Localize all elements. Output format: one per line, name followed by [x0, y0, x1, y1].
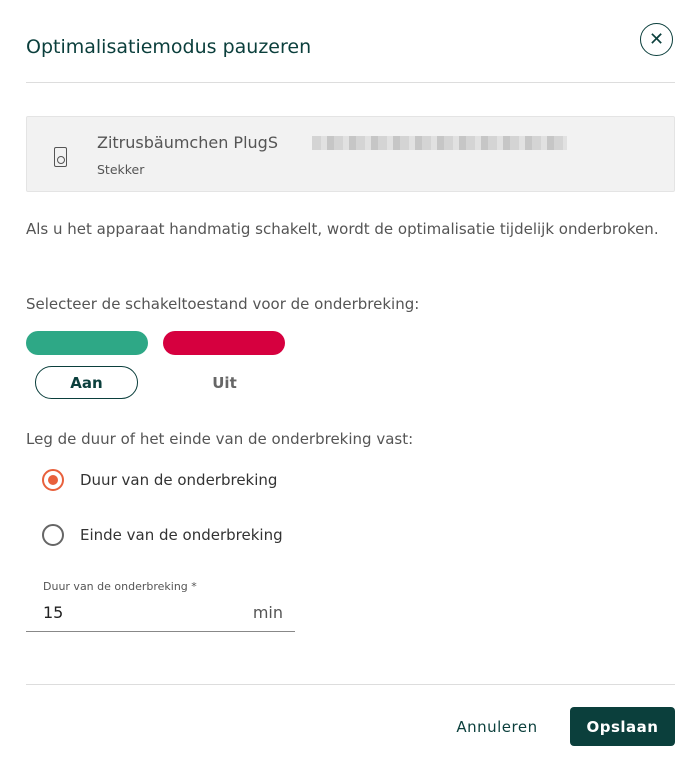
radio-end-label[interactable]: Einde van de onderbreking	[80, 526, 283, 544]
device-card: Zitrusbäumchen PlugS Stekker	[26, 116, 675, 192]
cancel-button[interactable]: Annuleren	[456, 717, 538, 736]
divider	[26, 82, 675, 83]
duration-prompt: Leg de duur of het einde van de onderbre…	[26, 430, 414, 448]
plug-icon	[54, 147, 67, 167]
duration-unit: min	[252, 603, 283, 622]
info-text: Als u het apparaat handmatig schakelt, w…	[26, 220, 659, 238]
redacted-id	[312, 136, 567, 150]
close-icon[interactable]: ✕	[640, 23, 673, 56]
duration-value[interactable]: 15	[43, 603, 64, 622]
on-button[interactable]: Aan	[35, 366, 138, 399]
duration-input[interactable]: 15 min	[26, 598, 295, 632]
off-button[interactable]: Uit	[212, 373, 237, 392]
radio-duration[interactable]	[42, 469, 64, 491]
radio-end[interactable]	[42, 524, 64, 546]
dialog-title: Optimalisatiemodus pauzeren	[26, 36, 312, 58]
save-button[interactable]: Opslaan	[570, 707, 675, 746]
radio-duration-label[interactable]: Duur van de onderbreking	[80, 471, 278, 489]
divider	[26, 684, 675, 685]
on-color-bar[interactable]	[26, 331, 148, 355]
device-type: Stekker	[97, 162, 145, 177]
off-color-bar[interactable]	[163, 331, 285, 355]
device-name: Zitrusbäumchen PlugS	[97, 133, 278, 152]
switch-prompt: Selecteer de schakeltoestand voor de ond…	[26, 295, 420, 313]
duration-field-label: Duur van de onderbreking *	[43, 580, 197, 593]
